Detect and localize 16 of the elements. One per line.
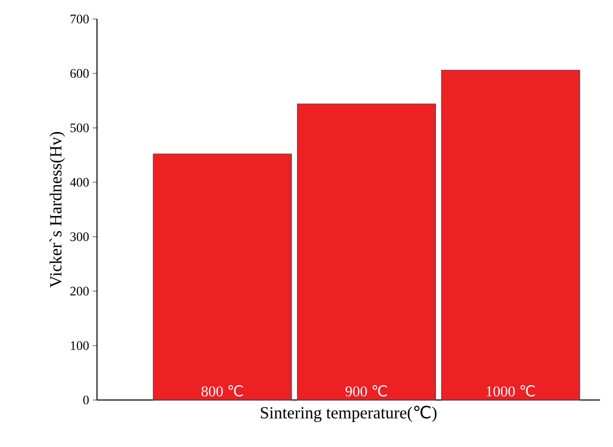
y-axis-title: Vicker`s Hardness(Hv) bbox=[50, 132, 65, 288]
y-tick-label: 600 bbox=[70, 69, 89, 78]
x-axis-title: Sintering temperature(℃) bbox=[260, 406, 437, 422]
y-tick-label: 700 bbox=[70, 14, 89, 24]
y-tick-label: 100 bbox=[70, 341, 89, 350]
bar bbox=[441, 70, 580, 400]
y-tick-label: 200 bbox=[70, 286, 89, 296]
x-tick-label: 800 ℃ bbox=[201, 385, 243, 396]
x-tick-label: 1000 ℃ bbox=[486, 385, 535, 396]
bar bbox=[297, 104, 436, 400]
x-tick-label: 900 ℃ bbox=[346, 385, 387, 396]
y-tick-label: 300 bbox=[70, 232, 89, 242]
y-tick-label: 0 bbox=[83, 396, 89, 404]
bar bbox=[152, 154, 292, 400]
y-tick-label: 400 bbox=[70, 178, 89, 187]
y-tick-label: 500 bbox=[70, 123, 89, 132]
